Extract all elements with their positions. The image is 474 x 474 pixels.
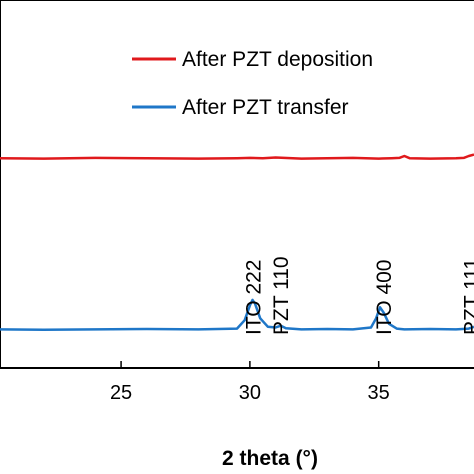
x-ticks: 25 30 35 — [110, 361, 390, 404]
peak-annotations: ITO 222 PZT 110 ITO 400 PZT 111 — [243, 256, 474, 335]
series-line-deposition — [0, 153, 474, 160]
x-tick-label: 25 — [110, 382, 132, 404]
x-tick-label: 35 — [368, 382, 390, 404]
peak-label: PZT 110 — [270, 256, 293, 335]
legend: After PZT deposition After PZT transfer — [132, 48, 373, 119]
peak-label: ITO 400 — [373, 260, 396, 336]
peak-label: ITO 222 — [243, 260, 266, 336]
series-line-transfer — [0, 298, 474, 331]
x-axis-title: 2 theta (°) — [222, 447, 318, 470]
series-layer — [0, 153, 474, 331]
x-tick-label: 30 — [239, 382, 261, 404]
legend-label-transfer: After PZT transfer — [182, 96, 349, 119]
legend-label-deposition: After PZT deposition — [182, 48, 373, 71]
peak-label: PZT 111 — [460, 258, 474, 335]
